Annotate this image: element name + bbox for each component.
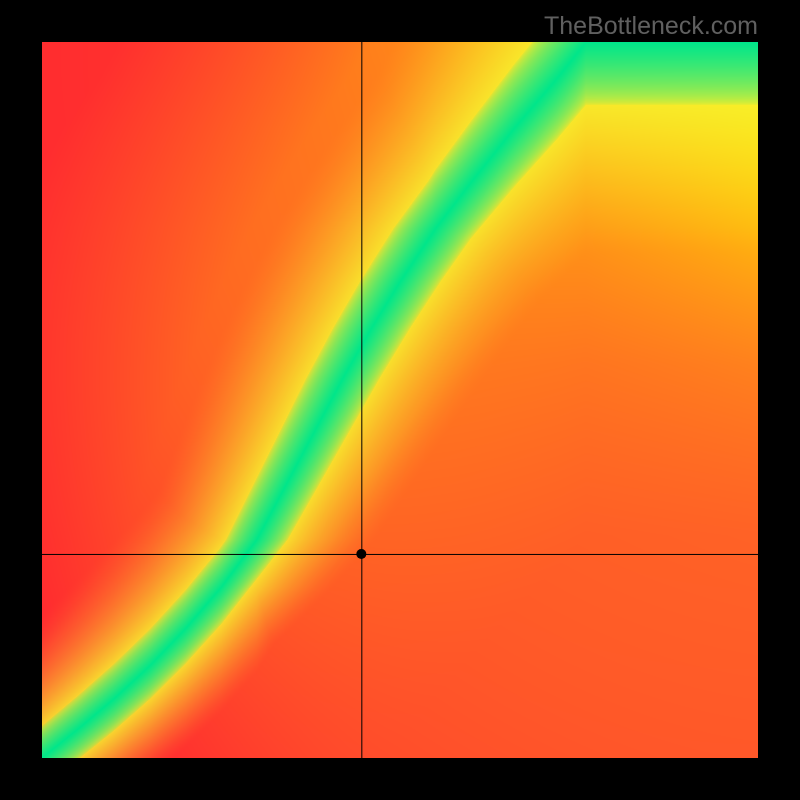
bottleneck-heatmap-canvas — [0, 0, 800, 800]
watermark-text: TheBottleneck.com — [544, 12, 758, 41]
chart-container: TheBottleneck.com — [0, 0, 800, 800]
